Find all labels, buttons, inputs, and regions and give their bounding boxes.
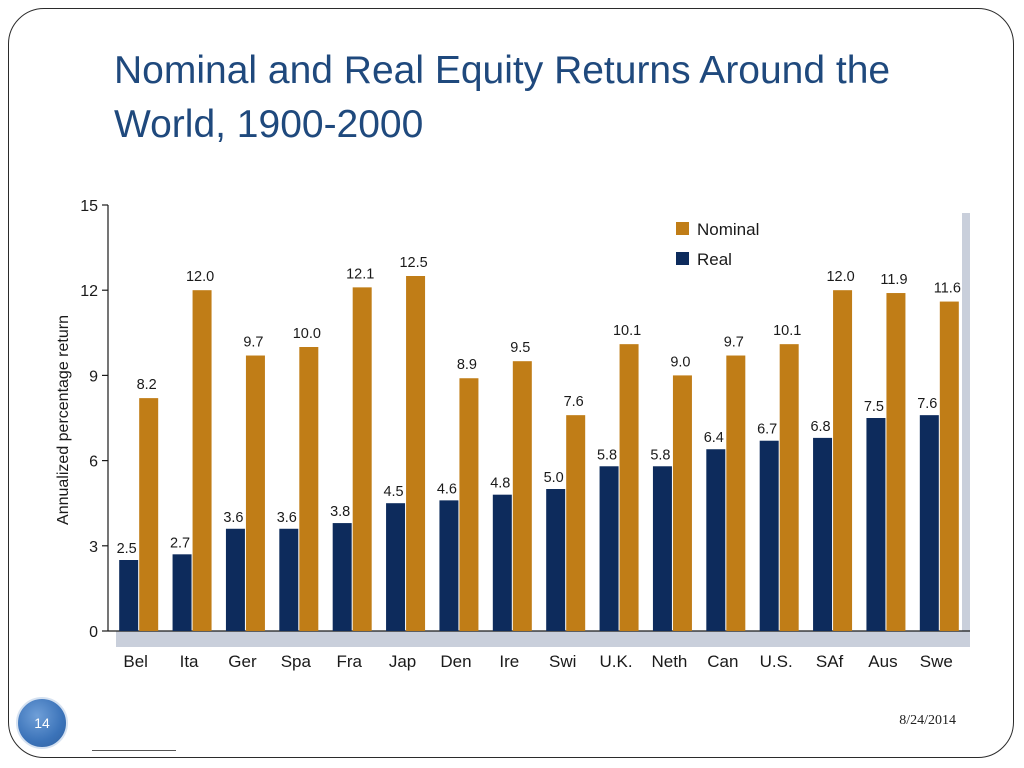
x-tick-label: SAf [816,652,844,671]
x-tick-label: Spa [281,652,312,671]
page-number-badge: 14 [16,697,68,749]
x-tick-label: Ire [499,652,519,671]
bar-real-spa [279,528,299,631]
data-label-real: 3.6 [277,510,297,526]
bar-nominal-bel [139,398,159,631]
data-label-nominal: 12.0 [826,269,854,285]
x-tick-label: Fra [336,652,362,671]
data-label-nominal: 12.0 [186,269,214,285]
slide-title: Nominal and Real Equity Returns Around t… [114,49,891,146]
bar-real-saf [813,437,833,631]
bar-nominal-swi [566,415,586,631]
bar-nominal-jap [406,276,426,631]
data-label-real: 4.5 [383,484,403,500]
data-label-nominal: 11.9 [880,272,907,288]
data-label-nominal: 12.5 [399,255,427,271]
bar-real-bel [119,560,139,631]
data-label-nominal: 10.0 [293,326,321,342]
bar-real-uk [599,466,619,631]
data-label-nominal: 11.6 [934,281,961,297]
y-axis-label: Annualized percentage return [55,315,72,525]
bar-real-aus [866,418,886,631]
bar-nominal-spa [299,347,319,631]
x-tick-label: U.S. [760,652,793,671]
data-label-real: 5.0 [544,470,564,486]
y-tick-label: 12 [80,283,98,300]
data-label-real: 4.8 [490,476,510,492]
bar-real-jap [386,503,406,631]
bar-nominal-ita [192,290,212,631]
bar-real-swe [919,415,939,631]
bar-real-ire [492,494,512,631]
data-label-real: 7.6 [917,396,937,412]
bar-nominal-fra [352,287,372,631]
data-label-real: 7.5 [864,399,884,415]
bar-nominal-neth [672,375,692,631]
bar-nominal-saf [833,290,853,631]
bar-nominal-can [726,355,746,631]
x-tick-label: Ger [228,652,257,671]
bar-real-ita [172,554,192,631]
data-label-real: 5.8 [597,447,617,463]
data-label-nominal: 9.7 [724,335,744,351]
x-tick-label: Swi [549,652,576,671]
data-label-real: 2.5 [117,541,137,557]
x-tick-label: U.K. [600,652,633,671]
bar-real-ger [225,528,245,631]
bar-real-us [759,440,779,631]
footer-divider [92,750,176,751]
x-tick-label: Aus [868,652,897,671]
data-label-nominal: 7.6 [564,394,584,410]
y-tick-label: 6 [89,454,98,471]
x-tick-label: Jap [389,652,416,671]
x-tick-label: Ita [180,652,199,671]
data-label-real: 2.7 [170,535,190,551]
bar-nominal-uk [619,344,639,631]
slide-date: 8/24/2014 [899,713,956,728]
legend-label-real: Real [697,250,732,269]
x-tick-label: Bel [123,652,148,671]
bar-nominal-aus [886,293,906,631]
data-label-nominal: 8.2 [137,377,157,393]
y-tick-label: 9 [89,368,98,385]
data-label-real: 6.8 [810,419,830,435]
bar-real-fra [332,523,352,631]
data-label-nominal: 10.1 [773,323,801,339]
data-label-real: 3.8 [330,504,350,520]
bar-real-swi [546,489,566,631]
data-label-real: 5.8 [650,447,670,463]
y-tick-label: 15 [80,198,98,215]
y-tick-label: 3 [89,539,98,556]
data-label-real: 4.6 [437,481,457,497]
data-label-nominal: 8.9 [457,357,477,373]
bar-nominal-ire [512,361,532,631]
x-tick-label: Den [440,652,471,671]
bar-nominal-us [779,344,799,631]
data-label-real: 3.6 [223,510,243,526]
bar-real-can [706,449,726,631]
bar-real-den [439,500,459,631]
legend-swatch-nominal [676,222,689,235]
data-label-nominal: 9.7 [243,335,263,351]
legend-swatch-real [676,252,689,265]
data-label-nominal: 9.5 [510,340,530,356]
bar-nominal-den [459,378,479,631]
bar-real-neth [652,466,672,631]
data-label-real: 6.7 [757,422,777,438]
x-tick-label: Can [707,652,738,671]
legend-label-nominal: Nominal [697,220,759,239]
bar-nominal-ger [245,355,265,631]
x-tick-label: Neth [651,652,687,671]
x-tick-label: Swe [920,652,953,671]
data-label-nominal: 12.1 [346,266,374,282]
data-label-nominal: 10.1 [613,323,641,339]
y-tick-label: 0 [89,624,98,641]
bar-nominal-swe [939,301,959,631]
data-label-nominal: 9.0 [670,354,690,370]
data-label-real: 6.4 [704,430,724,446]
